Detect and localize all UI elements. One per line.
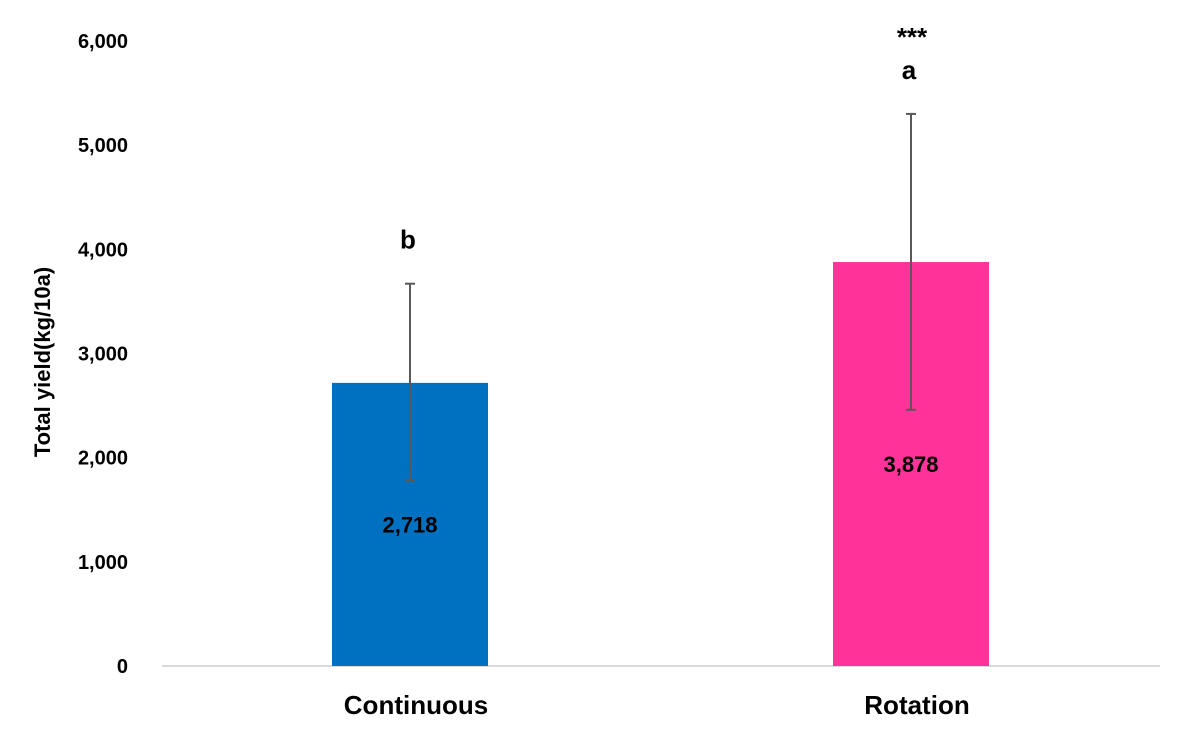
significance-letter-rotation: a (902, 55, 917, 85)
significance-letters-group: ba (400, 55, 917, 255)
error-bar-continuous (405, 282, 415, 482)
y-tick-label: 6,000 (78, 31, 128, 53)
error-bars-group (405, 112, 916, 482)
data-label-rotation: 3,878 (883, 452, 938, 477)
data-label-continuous: 2,718 (382, 512, 437, 537)
y-tick-label: 1,000 (78, 552, 128, 574)
y-tick-label: 4,000 (78, 239, 128, 261)
y-tick-label: 3,000 (78, 344, 128, 366)
y-tick-label: 2,000 (78, 448, 128, 470)
category-label-continuous: Continuous (344, 690, 488, 720)
y-tick-label: 5,000 (78, 135, 128, 157)
y-tick-label: 0 (117, 656, 128, 678)
y-axis-title: Total yield(kg/10a) (30, 267, 55, 457)
category-labels-group: Continuous Rotation (344, 690, 970, 720)
error-bar-rotation (906, 112, 916, 411)
category-label-rotation: Rotation (864, 690, 969, 720)
data-labels-group: 2,718 3,878 (382, 452, 938, 537)
significance-stars: *** (897, 22, 928, 52)
significance-letter-continuous: b (400, 225, 416, 255)
y-axis-tick-labels: 0 1,000 2,000 3,000 4,000 5,000 6,000 (78, 31, 128, 678)
